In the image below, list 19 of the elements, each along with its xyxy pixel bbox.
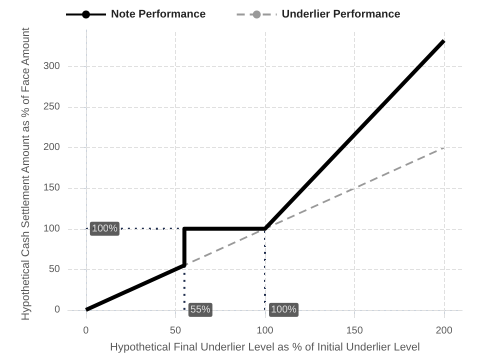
annotation: 100% [92, 223, 118, 234]
annotation: 55% [190, 304, 211, 316]
y-tick-label: 200 [43, 142, 60, 154]
x-axis-title: Hypothetical Final Underlier Level as % of Initial Underlier Level [110, 341, 420, 354]
y-tick-label: 0 [54, 304, 60, 316]
y-tick-label: 300 [43, 61, 60, 72]
y-axis-title: Hypothetical Cash Settlement Amount as % of Face Amount [20, 28, 32, 320]
x-tick-label: 200 [436, 326, 453, 336]
legend-label: Note Performance [111, 8, 206, 20]
x-tick-label: 150 [346, 326, 364, 336]
y-tick-label: 50 [48, 264, 60, 275]
y-tick-label: 250 [43, 102, 60, 113]
y-tick-label: 150 [43, 182, 60, 194]
x-tick-label: 0 [83, 326, 90, 336]
annotation: 100% [271, 304, 297, 316]
x-tick-label: 100 [256, 326, 274, 336]
legend-label: Underlier Performance [282, 8, 400, 20]
x-tick-label: 50 [170, 326, 182, 336]
y-tick-label: 100 [43, 223, 60, 234]
